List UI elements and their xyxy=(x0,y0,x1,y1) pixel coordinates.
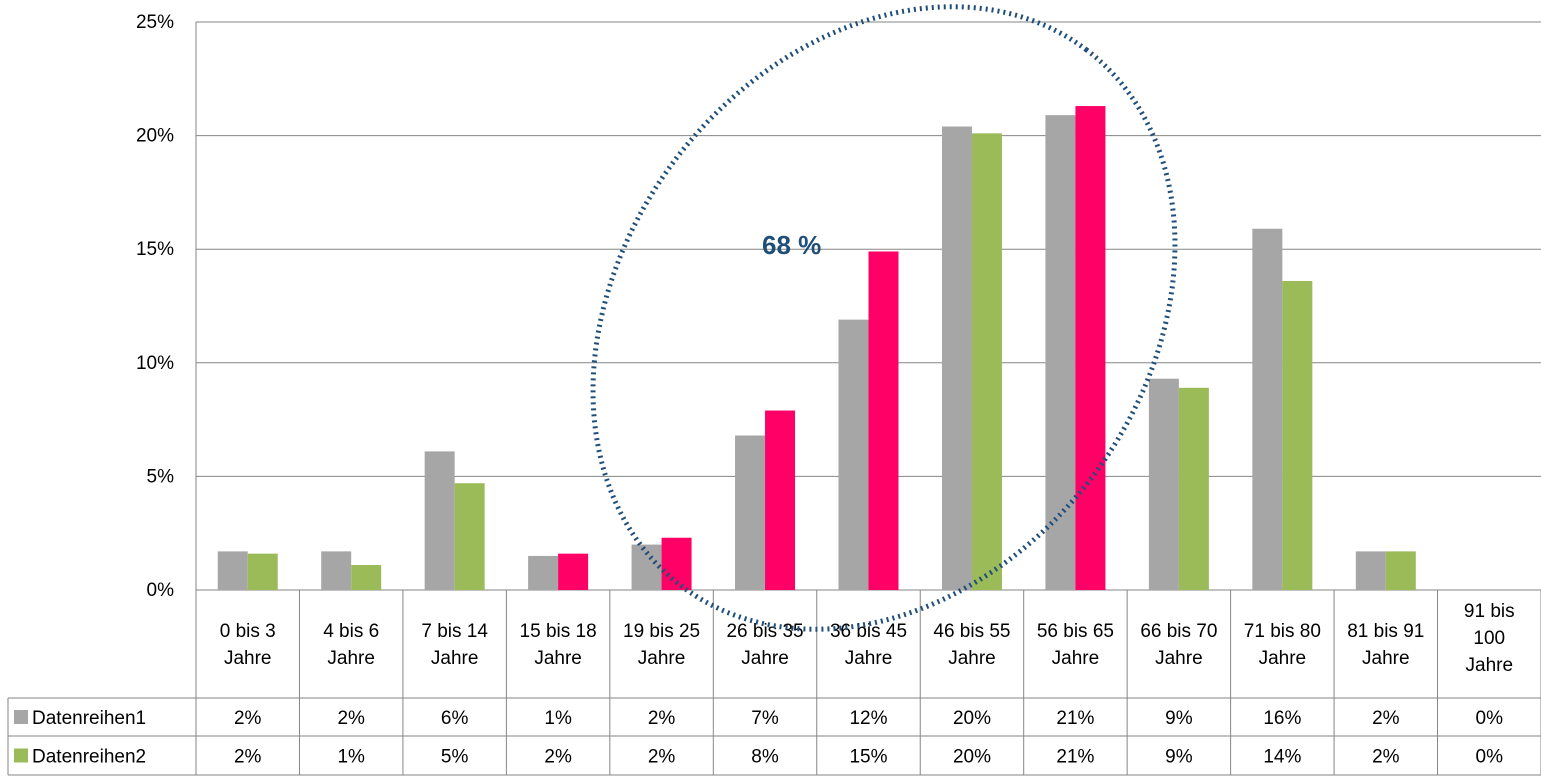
bar-datenreihen1-9 xyxy=(1148,378,1179,590)
data-table-cell: 2% xyxy=(234,708,262,729)
legend-swatch-datenreihen2 xyxy=(14,748,28,763)
bar-datenreihen2-5 xyxy=(765,410,796,590)
bar-datenreihen1-11 xyxy=(1355,551,1386,590)
data-table-cell: 9% xyxy=(1165,708,1193,729)
data-table-cell: 2% xyxy=(1372,708,1400,729)
data-table-cell: 15% xyxy=(849,747,887,768)
y-tick-label: 25% xyxy=(136,12,174,33)
bar-datenreihen1-2 xyxy=(424,451,455,590)
data-table-cell: 12% xyxy=(849,708,887,729)
category-label: 0 bis 3 xyxy=(220,621,276,642)
legend-swatch-datenreihen1 xyxy=(14,710,28,724)
category-label: Jahre xyxy=(1466,655,1514,676)
legend-label-datenreihen1: Datenreihen1 xyxy=(32,708,146,729)
annotation-ellipse xyxy=(590,4,1178,632)
y-tick-label: 0% xyxy=(147,580,175,601)
category-label: Jahre xyxy=(638,648,686,669)
category-label: Jahre xyxy=(534,648,582,669)
category-label: 26 bis 35 xyxy=(726,621,803,642)
category-label: 46 bis 55 xyxy=(933,621,1010,642)
bar-datenreihen2-10 xyxy=(1282,281,1313,590)
category-label: Jahre xyxy=(1052,648,1100,669)
data-table-cell: 2% xyxy=(648,747,676,768)
data-table-cell: 21% xyxy=(1056,747,1094,768)
data-table-cell: 0% xyxy=(1476,747,1504,768)
data-table-cell: 8% xyxy=(751,747,779,768)
data-table-cell: 21% xyxy=(1056,708,1094,729)
annotation-label: 68 % xyxy=(762,230,821,260)
y-tick-label: 15% xyxy=(136,239,174,260)
category-label: 66 bis 70 xyxy=(1140,621,1217,642)
bar-datenreihen2-7 xyxy=(971,133,1002,590)
category-label: 15 bis 18 xyxy=(520,621,597,642)
category-label: 19 bis 25 xyxy=(623,621,700,642)
category-label: 91 bis xyxy=(1464,601,1515,622)
data-table-cell: 1% xyxy=(544,708,572,729)
y-tick-label: 20% xyxy=(136,126,174,147)
data-table-cell: 0% xyxy=(1476,708,1504,729)
category-label: Jahre xyxy=(1259,648,1307,669)
bar-datenreihen1-10 xyxy=(1252,228,1283,590)
category-label: Jahre xyxy=(1362,648,1410,669)
bar-datenreihen1-1 xyxy=(321,551,352,590)
category-label: 100 xyxy=(1473,628,1505,649)
data-table-cell: 6% xyxy=(441,708,469,729)
bar-datenreihen2-2 xyxy=(454,483,485,590)
category-label: 71 bis 80 xyxy=(1244,621,1321,642)
category-label: 4 bis 6 xyxy=(323,621,379,642)
category-label: Jahre xyxy=(327,648,375,669)
category-label: Jahre xyxy=(948,648,996,669)
data-table-cell: 1% xyxy=(337,747,365,768)
category-label: Jahre xyxy=(1155,648,1203,669)
data-table-cell: 2% xyxy=(337,708,365,729)
bar-datenreihen2-11 xyxy=(1385,551,1416,590)
data-table-cell: 2% xyxy=(648,708,676,729)
bar-datenreihen1-8 xyxy=(1045,115,1076,590)
bar-datenreihen1-6 xyxy=(838,319,869,590)
data-table-cell: 2% xyxy=(1372,747,1400,768)
category-label: 7 bis 14 xyxy=(421,621,488,642)
bar-datenreihen1-5 xyxy=(735,435,766,590)
data-table-cell: 14% xyxy=(1263,747,1301,768)
data-table-cell: 2% xyxy=(234,747,262,768)
bar-datenreihen1-7 xyxy=(941,126,972,591)
category-label: 81 bis 91 xyxy=(1347,621,1424,642)
bar-datenreihen2-6 xyxy=(868,251,899,591)
category-label: Jahre xyxy=(224,648,272,669)
bar-datenreihen1-3 xyxy=(528,555,559,590)
bar-datenreihen1-0 xyxy=(217,551,248,590)
data-table-cell: 20% xyxy=(953,708,991,729)
category-label: Jahre xyxy=(431,648,479,669)
y-tick-label: 5% xyxy=(147,466,175,487)
bar-datenreihen2-0 xyxy=(247,553,278,590)
data-table-cell: 7% xyxy=(751,708,779,729)
data-table-cell: 16% xyxy=(1263,708,1301,729)
y-tick-label: 10% xyxy=(136,353,174,374)
category-label: 36 bis 45 xyxy=(830,621,907,642)
category-label: Jahre xyxy=(741,648,789,669)
bar-datenreihen2-8 xyxy=(1075,106,1106,591)
bar-datenreihen2-3 xyxy=(558,553,589,590)
data-table-cell: 9% xyxy=(1165,747,1193,768)
data-table-cell: 20% xyxy=(953,747,991,768)
bar-datenreihen2-1 xyxy=(351,565,382,590)
category-label: Jahre xyxy=(845,648,893,669)
category-label: 56 bis 65 xyxy=(1037,621,1114,642)
bar-datenreihen2-9 xyxy=(1178,387,1209,590)
legend-label-datenreihen2: Datenreihen2 xyxy=(32,747,146,768)
data-table-cell: 5% xyxy=(441,747,469,768)
data-table-cell: 2% xyxy=(544,747,572,768)
